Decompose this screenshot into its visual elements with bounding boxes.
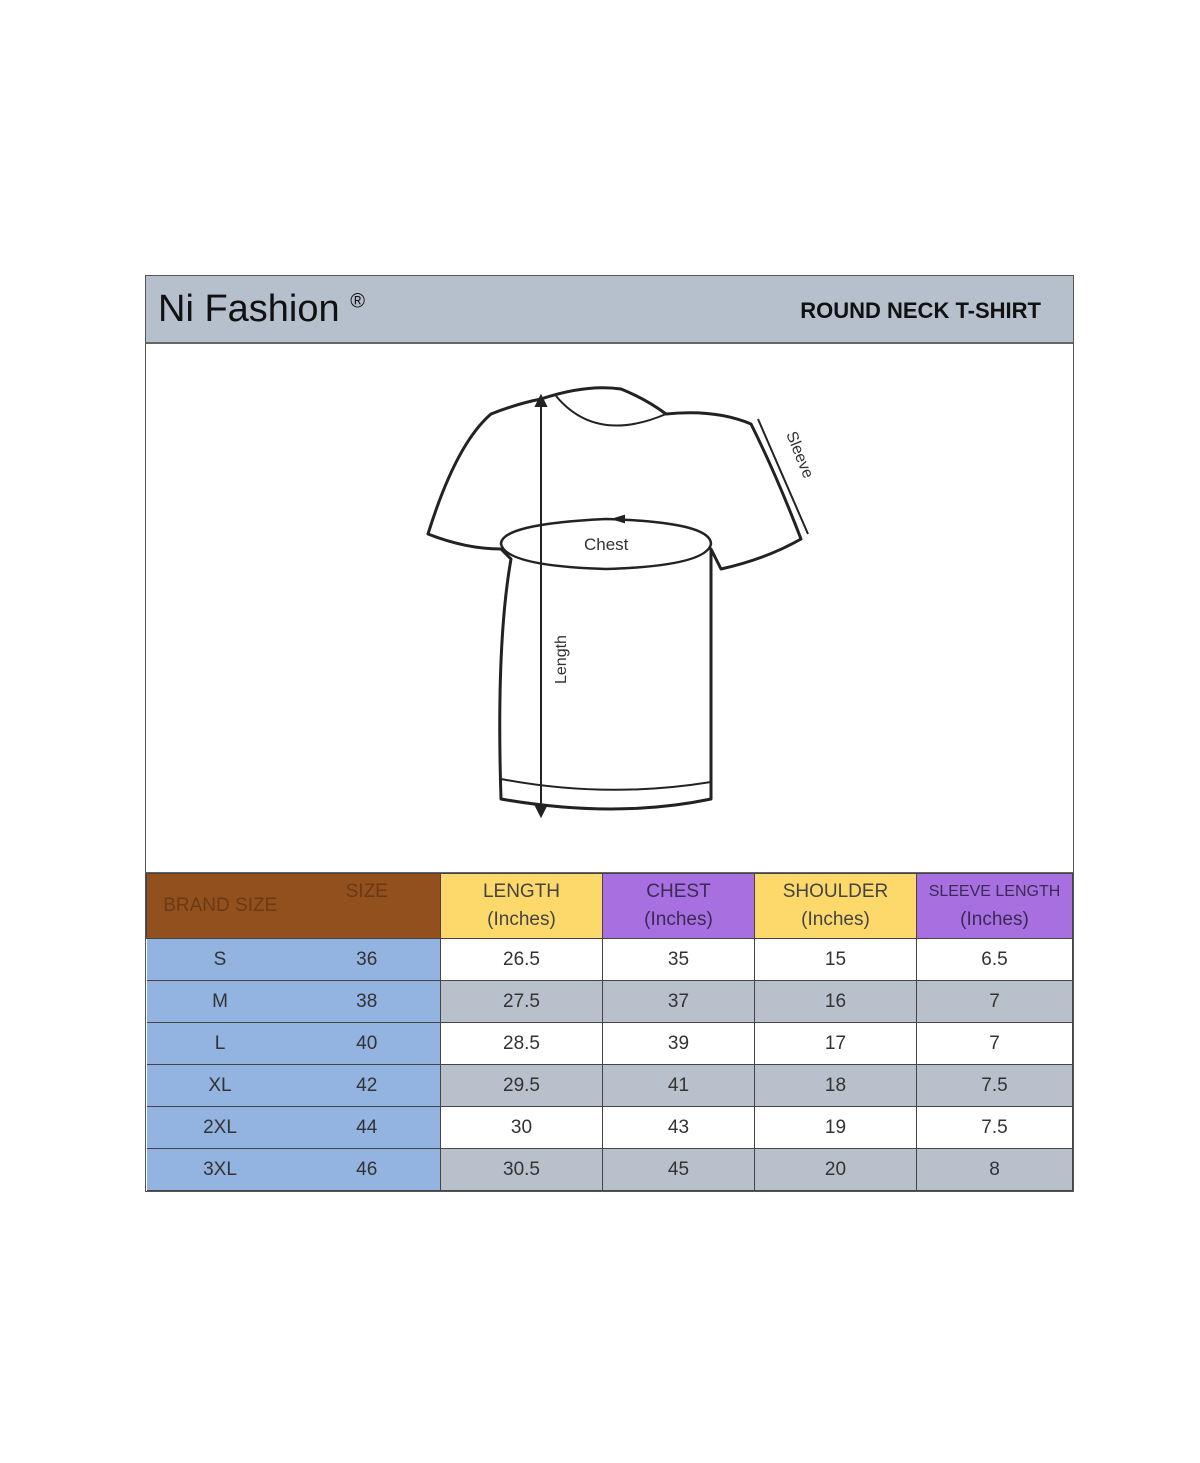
table-row: S 36 26.5 35 15 6.5 (146, 938, 1073, 981)
col-brand-size: BRAND SIZE (146, 873, 294, 939)
cell-shoulder: 16 (754, 980, 917, 1023)
cell-size: 44 (293, 1106, 441, 1149)
table-row: 2XL 44 30 43 19 7.5 (146, 1106, 1073, 1149)
cell-shoulder: 19 (754, 1106, 917, 1149)
table-row: M 38 27.5 37 16 7 (146, 980, 1073, 1023)
cell-length: 29.5 (440, 1064, 603, 1107)
product-type: ROUND NECK T-SHIRT (800, 298, 1041, 323)
chest-label: Chest (584, 535, 629, 554)
cell-size: 42 (293, 1064, 441, 1107)
cell-shoulder: 17 (754, 1022, 917, 1065)
cell-chest: 39 (602, 1022, 755, 1065)
cell-brand-size: 3XL (146, 1148, 294, 1191)
cell-size: 38 (293, 980, 441, 1023)
col-shoulder: SHOULDER (Inches) (754, 873, 917, 939)
cell-chest: 45 (602, 1148, 755, 1191)
size-table: BRAND SIZE SIZE LENGTH (Inches) CHEST (Inc… (146, 873, 1073, 1191)
cell-sleeve-length: 7.5 (916, 1106, 1073, 1149)
cell-brand-size: M (146, 980, 294, 1023)
cell-brand-size: L (146, 1022, 294, 1065)
cell-size: 36 (293, 938, 441, 981)
tshirt-diagram: Chest Length Sleeve (146, 344, 1073, 873)
tshirt-icon: Chest Length Sleeve (426, 386, 816, 819)
cell-brand-size: 2XL (146, 1106, 294, 1149)
cell-shoulder: 18 (754, 1064, 917, 1107)
col-size: SIZE (293, 873, 441, 939)
size-chart: Ni Fashion ® ROUND NECK T-SHIRT Chest Le… (145, 275, 1074, 1192)
chart-header: Ni Fashion ® ROUND NECK T-SHIRT (146, 276, 1073, 344)
cell-sleeve-length: 7.5 (916, 1064, 1073, 1107)
cell-sleeve-length: 8 (916, 1148, 1073, 1191)
brand-name: Ni Fashion ® (158, 288, 365, 331)
cell-chest: 35 (602, 938, 755, 981)
cell-sleeve-length: 7 (916, 1022, 1073, 1065)
cell-size: 46 (293, 1148, 441, 1191)
cell-chest: 37 (602, 980, 755, 1023)
length-label: Length (553, 635, 570, 684)
cell-brand-size: XL (146, 1064, 294, 1107)
table-row: XL 42 29.5 41 18 7.5 (146, 1064, 1073, 1107)
col-length: LENGTH (Inches) (440, 873, 603, 939)
registered-mark: ® (350, 290, 365, 313)
cell-size: 40 (293, 1022, 441, 1065)
table-row: L 40 28.5 39 17 7 (146, 1022, 1073, 1065)
cell-length: 30.5 (440, 1148, 603, 1191)
cell-length: 26.5 (440, 938, 603, 981)
cell-sleeve-length: 6.5 (916, 938, 1073, 981)
cell-brand-size: S (146, 938, 294, 981)
brand-text: Ni Fashion (158, 288, 340, 330)
cell-length: 28.5 (440, 1022, 603, 1065)
table-header-row: BRAND SIZE SIZE LENGTH (Inches) CHEST (Inc… (146, 873, 1073, 939)
col-chest: CHEST (Inches) (602, 873, 755, 939)
cell-length: 27.5 (440, 980, 603, 1023)
cell-chest: 43 (602, 1106, 755, 1149)
table-row: 3XL 46 30.5 45 20 8 (146, 1148, 1073, 1191)
col-sleeve-length: SLEEVE LENGTH (Inches) (916, 873, 1073, 939)
cell-sleeve-length: 7 (916, 980, 1073, 1023)
cell-shoulder: 15 (754, 938, 917, 981)
cell-shoulder: 20 (754, 1148, 917, 1191)
sleeve-label: Sleeve (782, 429, 816, 481)
cell-length: 30 (440, 1106, 603, 1149)
cell-chest: 41 (602, 1064, 755, 1107)
